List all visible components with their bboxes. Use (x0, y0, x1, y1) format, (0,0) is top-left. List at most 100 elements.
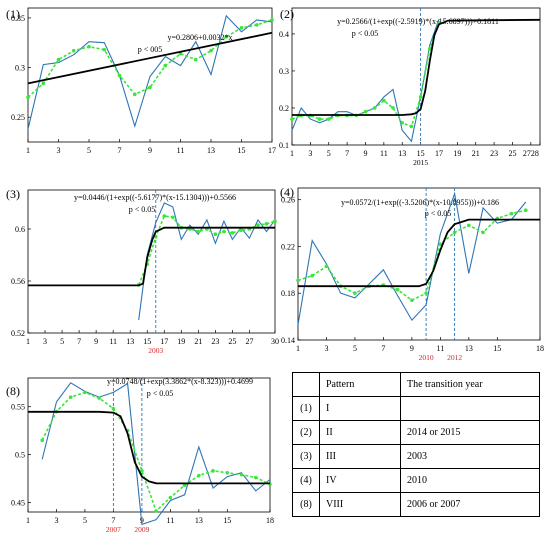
x-tick-label: 23 (490, 149, 498, 158)
smoothed-point (222, 229, 226, 234)
smoothed-point (97, 396, 101, 400)
smoothed-series-line (41, 391, 271, 513)
p-value: p < 0.05 (352, 29, 379, 38)
x-tick-label: 1 (26, 337, 30, 346)
smoothed-point (83, 390, 87, 395)
p-value: p < 005 (138, 45, 163, 54)
y-tick-label: 0.6 (15, 225, 25, 234)
x-tick-label: 3 (54, 516, 58, 525)
smoothed-point (41, 81, 46, 86)
x-tick-label: 15 (238, 146, 246, 155)
x-tick-label: 1 (26, 516, 30, 525)
smoothed-point (209, 48, 213, 53)
fit-equation: y=0.0446/(1+exp((-5.6177)*(x-15.1304)))+… (74, 193, 236, 202)
fit-curve-line (292, 18, 541, 116)
table-cell (400, 396, 540, 421)
y-tick-label: 0.2 (279, 104, 289, 113)
y-tick-label: 0.25 (11, 113, 25, 122)
x-tick-label: 5 (353, 344, 357, 353)
y-tick-label: 0.3 (279, 67, 289, 76)
plot-frame (27, 377, 271, 513)
observed-series-line (41, 382, 271, 526)
x-tick-label: 7 (381, 344, 385, 353)
smoothed-point (395, 287, 400, 292)
y-tick-label: 0.26 (281, 196, 295, 205)
smoothed-point (154, 509, 158, 513)
smoothed-point (270, 18, 274, 22)
smoothed-point (523, 208, 528, 213)
smoothed-point (197, 473, 201, 478)
x-tick-label: 17 (160, 337, 168, 346)
x-tick-label: 9 (148, 146, 152, 155)
transition-year-label: 2003 (148, 346, 163, 355)
x-tick-label: 2728 (523, 149, 539, 158)
x-tick-label: 13 (126, 337, 134, 346)
x-tick-label: 5 (60, 337, 64, 346)
x-tick-label: 11 (167, 516, 175, 525)
smoothed-point (239, 228, 243, 233)
table-cell: 2006 or 2007 (400, 492, 540, 517)
x-tick-label: 17 (435, 149, 443, 158)
x-tick-label: 15 (223, 516, 231, 525)
x-tick-label: 25 (508, 149, 516, 158)
smoothed-point (290, 117, 294, 121)
fit-curve-line (298, 218, 540, 288)
smoothed-point (225, 470, 230, 475)
smoothed-point (117, 73, 122, 78)
fit-curve-line (27, 31, 273, 85)
smoothed-point (409, 124, 414, 129)
x-tick-label: 9 (410, 344, 414, 353)
table-row: (2) II 2014 or 2015 (292, 420, 540, 445)
smoothed-point (87, 44, 91, 49)
x-tick-label: 1 (26, 146, 30, 155)
table-cell: III (319, 444, 401, 469)
x-tick-label: 7 (345, 149, 349, 158)
table-header-cell: Pattern (319, 372, 401, 397)
table-header-cell: The transition year (400, 372, 540, 397)
table-header-cell (292, 372, 320, 397)
smoothed-point (163, 63, 168, 68)
x-tick-label: 18 (266, 516, 274, 525)
smoothed-point (363, 109, 368, 114)
x-tick-label: 5 (83, 516, 87, 525)
table-cell: (8) (292, 492, 320, 517)
table-cell: 2014 or 2015 (400, 420, 540, 445)
smoothed-point (132, 92, 137, 97)
x-tick-label: 18 (536, 344, 544, 353)
smoothed-point (467, 223, 471, 228)
table-header-row: Pattern The transition year (292, 372, 540, 397)
y-tick-label: 0.14 (281, 336, 295, 345)
smoothed-point (170, 215, 175, 220)
x-tick-label: 15 (493, 344, 501, 353)
smoothed-series-line (27, 19, 273, 98)
smoothed-point (424, 291, 428, 296)
y-tick-label: 0.5 (15, 451, 25, 460)
smoothed-point (452, 230, 457, 235)
y-tick-label: 0.1 (279, 141, 289, 150)
smoothed-point (509, 211, 514, 216)
smoothed-point (196, 229, 201, 234)
smoothed-point (372, 106, 377, 110)
table-row: (4) IV 2010 (292, 468, 540, 493)
table-cell: (3) (292, 444, 320, 469)
x-tick-label: 30 (271, 337, 279, 346)
panel-title: (2) (280, 7, 294, 21)
fit-equation: y=0.2806+0.0032*x (167, 33, 232, 42)
fit-curve-line (28, 226, 275, 287)
table-cell: 2010 (400, 468, 540, 493)
smoothed-point (148, 85, 152, 90)
panel-title: (3) (6, 187, 20, 201)
smoothed-point (102, 47, 107, 52)
observed-series-line (138, 202, 276, 321)
table-cell: VIII (319, 492, 401, 517)
smoothed-point (324, 264, 329, 269)
table-row: (3) III 2003 (292, 444, 540, 469)
chart-panel-2: 1 3 5 7 9 11 13 15 17 19 21 23 25 27280.10.20.30.4201… (279, 7, 541, 167)
smoothed-point (391, 106, 395, 110)
smoothed-point (481, 230, 485, 235)
smoothed-point (400, 120, 405, 125)
fit-curve-line (28, 410, 271, 485)
smoothed-point (224, 34, 229, 39)
observed-series-line (297, 191, 527, 325)
